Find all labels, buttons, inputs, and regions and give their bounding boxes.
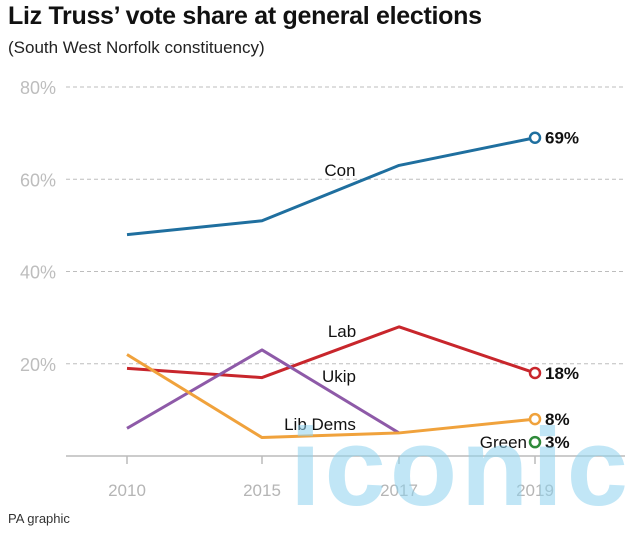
end-marker: [528, 435, 542, 449]
x-tick-label: 2010: [108, 481, 146, 500]
chart-title: Liz Truss’ vote share at general electio…: [8, 2, 482, 30]
y-tick-labels: 80% 60% 40% 20%: [20, 78, 56, 375]
grid-lines: [66, 86, 625, 365]
y-tick-label: 80%: [20, 78, 56, 98]
end-value-label: 69%: [545, 129, 579, 148]
series-label-green: Green: [480, 433, 527, 452]
end-value-label: 8%: [545, 410, 570, 429]
series-label-ukip: Ukip: [322, 367, 356, 386]
y-tick-label: 60%: [20, 170, 56, 190]
x-tick-label: 2015: [243, 481, 281, 500]
series-label-lib-dems: Lib Dems: [284, 415, 356, 434]
series-label-con: Con: [324, 161, 355, 180]
watermark: iconic: [290, 406, 632, 529]
end-marker: [528, 412, 542, 426]
x-tick-label: 2019: [516, 481, 554, 500]
y-tick-label: 40%: [20, 263, 56, 283]
series-line-con: [126, 136, 536, 237]
x-tick-label: 2017: [380, 481, 418, 500]
end-value-label: 18%: [545, 364, 579, 383]
credit: PA graphic: [8, 511, 70, 526]
series-label-lab: Lab: [328, 322, 356, 341]
end-marker: [528, 131, 542, 144]
series-lines: [126, 136, 536, 440]
end-marker: [528, 366, 542, 380]
series-line-lab: [126, 325, 536, 380]
x-ticks: 2010 2015 2017 2019: [108, 456, 554, 500]
end-value-label: 3%: [545, 433, 570, 452]
chart-subtitle: (South West Norfolk constituency): [8, 38, 265, 57]
end-markers: 69% 18% 8% 3%: [528, 129, 579, 452]
series-line-ukip: [126, 348, 400, 435]
y-tick-label: 20%: [20, 355, 56, 375]
series-labels: Con Lab Ukip Lib Dems Green: [284, 161, 527, 452]
series-line-lib-dems: [126, 353, 536, 440]
